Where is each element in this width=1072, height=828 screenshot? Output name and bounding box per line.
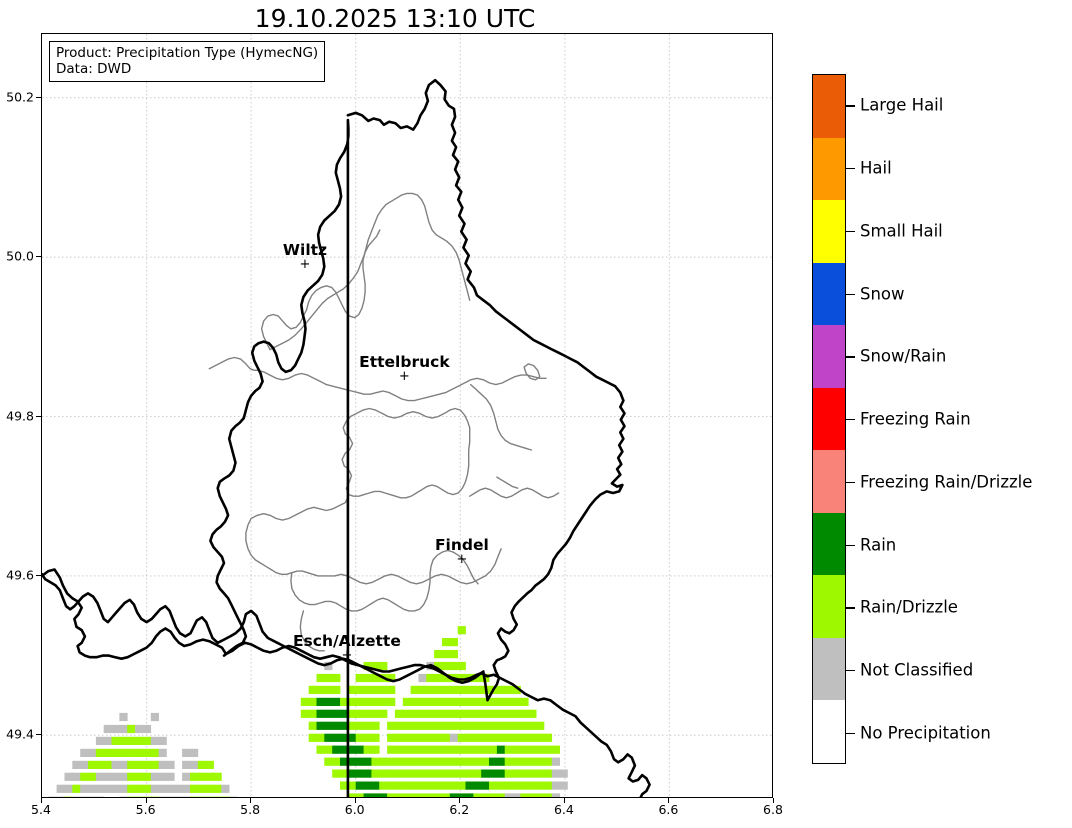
x-tick <box>145 798 147 803</box>
colorbar-band-small-hail[interactable] <box>813 200 845 263</box>
y-tick-label-2: 49.8 <box>6 408 34 423</box>
data-source-line: Data: DWD <box>56 61 132 77</box>
x-tick <box>250 798 252 803</box>
y-tick <box>36 734 41 736</box>
y-tick <box>36 256 41 258</box>
city-label: Ettelbruck <box>359 352 450 371</box>
colorbar-tick <box>846 732 855 734</box>
legend-label-10: No Precipitation <box>860 723 991 743</box>
colorbar-tick <box>846 293 855 295</box>
colorbar-band-snow[interactable] <box>813 262 845 326</box>
colorbar-band-no-precipitation[interactable] <box>813 700 845 763</box>
precipitation-type-colorbar[interactable] <box>812 74 846 764</box>
legend-label-4: Snow/Rain <box>860 346 947 366</box>
city-label: Wiltz <box>282 241 328 260</box>
city-marker-ettelbruck: Ettelbruck + <box>359 352 450 384</box>
x-tick <box>459 798 461 803</box>
x-tick-label-5: 6.4 <box>553 802 574 817</box>
colorbar-band-hail[interactable] <box>813 137 845 201</box>
x-tick-label-0: 5.4 <box>31 802 51 817</box>
colorbar-tick <box>846 419 855 421</box>
y-tick-label-4: 50.2 <box>6 89 34 105</box>
colorbar-tick <box>846 669 855 672</box>
x-tick-label-1: 5.6 <box>135 802 156 817</box>
legend-label-2: Small Hail <box>860 221 943 241</box>
map-plot-area[interactable]: Product: Precipitation Type (HymecNG) Da… <box>41 33 773 798</box>
y-tick <box>36 415 41 417</box>
x-tick <box>41 798 42 803</box>
x-tick-label-4: 6.2 <box>449 802 470 817</box>
colorbar-band-snow-rain[interactable] <box>813 325 845 388</box>
product-info-box: Product: Precipitation Type (HymecNG) Da… <box>49 41 326 82</box>
map-canvas <box>42 34 772 797</box>
colorbar-tick <box>846 544 855 546</box>
city-marker-findel: Findel + <box>434 536 489 567</box>
page-title: 19.10.2025 13:10 UTC <box>254 4 536 33</box>
x-tick <box>773 798 774 803</box>
product-line: Product: Precipitation Type (HymecNG) <box>56 45 319 61</box>
y-tick-label-1: 49.6 <box>6 567 34 583</box>
colorbar-tick <box>846 105 855 107</box>
city-cross-icon: + <box>299 257 311 273</box>
legend-label-0: Large Hail <box>860 95 944 115</box>
colorbar-band-rain[interactable] <box>813 512 845 576</box>
colorbar-tick <box>846 356 855 358</box>
colorbar-tick <box>846 607 855 609</box>
y-tick-label-3: 50.0 <box>6 248 34 264</box>
x-tick-label-2: 5.8 <box>240 802 261 817</box>
colorbar-band-freezing-rain-drizzle[interactable] <box>813 450 845 513</box>
legend-label-1: Hail <box>860 158 892 178</box>
legend-label-3: Snow <box>860 284 905 303</box>
canton-boundaries <box>208 192 560 652</box>
city-cross-icon: + <box>341 647 353 663</box>
legend-label-6: Freezing Rain/Drizzle <box>860 472 1033 492</box>
x-tick <box>563 798 565 803</box>
x-tick-label-6: 6.6 <box>658 802 679 817</box>
city-label: Esch/Alzette <box>292 631 401 650</box>
colorbar-band-rain-drizzle[interactable] <box>813 575 845 638</box>
y-tick <box>36 574 41 576</box>
legend-label-8: Rain/Drizzle <box>860 597 958 617</box>
city-label: Findel <box>434 536 489 554</box>
colorbar-band-large-hail[interactable] <box>813 75 845 138</box>
x-tick <box>668 798 670 803</box>
legend-label-9: Not Classified <box>860 660 974 680</box>
x-tick-label-7: 6.8 <box>763 802 783 817</box>
city-cross-icon: + <box>398 368 410 384</box>
grid-lines <box>42 34 772 797</box>
legend-label-5: Freezing Rain <box>860 409 971 429</box>
city-marker-wiltz: Wiltz + <box>282 241 328 273</box>
x-tick-label-3: 6.0 <box>344 802 365 817</box>
city-cross-icon: + <box>456 552 468 567</box>
y-tick <box>36 96 41 98</box>
national-border <box>42 78 651 797</box>
x-tick <box>354 798 356 803</box>
colorbar-tick <box>846 168 855 170</box>
colorbar-tick <box>846 481 855 484</box>
colorbar-band-freezing-rain[interactable] <box>813 387 845 451</box>
colorbar-tick <box>846 230 855 233</box>
city-marker-esch-alzette: Esch/Alzette + <box>292 631 401 663</box>
legend-label-7: Rain <box>860 535 897 554</box>
colorbar-band-not-classified[interactable] <box>813 637 845 701</box>
y-tick-label-0: 49.4 <box>6 726 34 742</box>
